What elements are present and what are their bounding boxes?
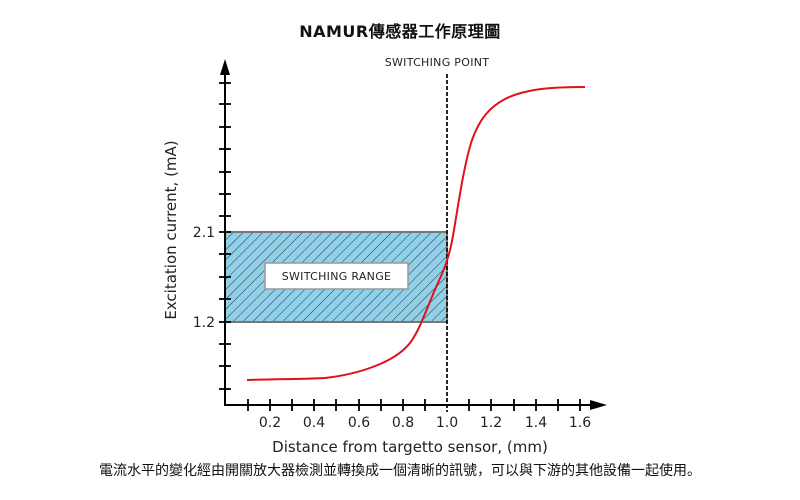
x-tick-label: 0.4	[303, 415, 325, 431]
switching-range-label-box	[264, 262, 409, 290]
switching-range-label: SWITCHING RANGE	[282, 270, 392, 283]
x-tick-label: 0.6	[348, 415, 370, 431]
x-axis: 0.2 0.4 0.6 0.8 1.0 1.2 1.4 1.6 Distance…	[224, 399, 607, 456]
x-tick-label: 0.8	[392, 415, 414, 431]
switching-point-label: SWITCHING POINT	[385, 56, 490, 69]
y-axis: 2.1 1.2 Excitation current, (mA)	[162, 59, 231, 406]
x-tick-label: 1.2	[480, 415, 502, 431]
x-tick-label: 0.2	[259, 415, 281, 431]
y-axis-title: Excitation current, (mA)	[162, 140, 180, 319]
switching-range-band: SWITCHING RANGE	[224, 231, 448, 323]
switching-point-line: SWITCHING POINT	[385, 56, 490, 412]
diagram-caption: 電流水平的變化經由開關放大器檢測並轉換成一個清晰的訊號，可以與下游的其他設備一起…	[99, 463, 701, 479]
x-axis-arrow-icon	[590, 400, 607, 410]
x-tick-label: 1.4	[525, 415, 547, 431]
diagram-title: NAMUR傳感器工作原理圖	[299, 22, 501, 41]
y-tick-1-2: 1.2	[193, 315, 215, 331]
y-tick-2-1: 2.1	[193, 225, 215, 241]
x-tick-label: 1.0	[436, 415, 458, 431]
excitation-current-curve	[246, 86, 586, 381]
x-axis-title: Distance from targetto sensor, (mm)	[272, 438, 548, 456]
x-tick-label: 1.6	[569, 415, 591, 431]
y-axis-arrow-icon	[220, 59, 230, 75]
